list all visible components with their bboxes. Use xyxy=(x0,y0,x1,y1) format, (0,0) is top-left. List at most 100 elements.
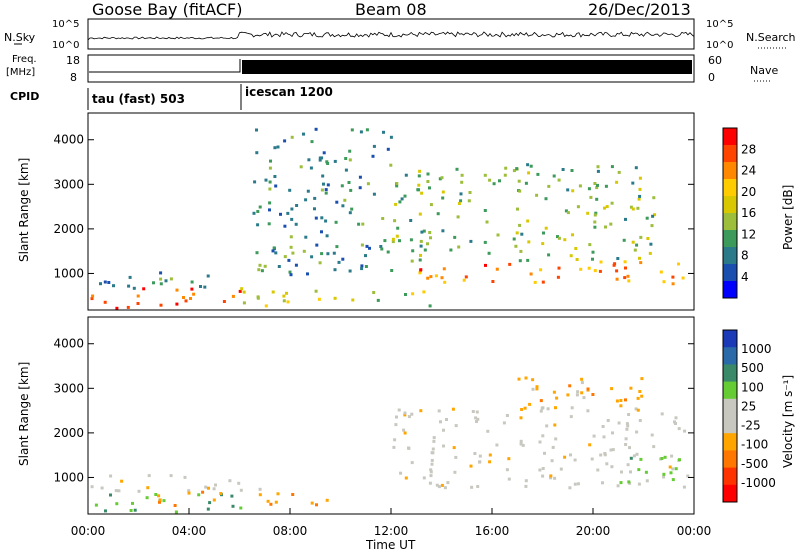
power-cell xyxy=(314,289,318,293)
velocity-cell xyxy=(495,443,499,447)
power-cell xyxy=(360,267,364,271)
power-cell xyxy=(677,262,680,266)
velocity-panel-frame xyxy=(87,316,695,515)
velocity-cell xyxy=(505,414,509,417)
power-cell xyxy=(457,245,461,249)
colorbar-tick-label: -100 xyxy=(741,438,768,452)
velocity-cell xyxy=(394,423,398,427)
power-cell xyxy=(629,205,633,209)
y-tick-label: 2000 xyxy=(53,222,84,236)
velocity-cell xyxy=(603,452,607,455)
velocity-cell xyxy=(109,474,113,478)
velocity-cell xyxy=(520,408,524,411)
velocity-cell xyxy=(619,404,623,408)
x-tick-label: 00:00 xyxy=(71,524,106,538)
power-cell xyxy=(268,208,271,212)
power-cell xyxy=(285,291,288,295)
power-cell xyxy=(527,171,531,175)
power-cell xyxy=(271,290,275,294)
velocity-cell xyxy=(403,411,407,415)
velocity-cell xyxy=(505,468,509,472)
velocity-cell xyxy=(454,424,458,428)
velocity-cell xyxy=(212,498,216,502)
colorbar-swatch xyxy=(723,347,737,365)
power-cell xyxy=(426,242,429,246)
velocity-cell xyxy=(208,501,212,505)
power-cell xyxy=(206,274,210,278)
velocity-cell xyxy=(173,504,177,507)
velocity-cell xyxy=(586,409,590,413)
power-cell xyxy=(306,272,309,276)
power-cell xyxy=(348,211,352,215)
power-cell xyxy=(348,158,352,162)
power-cell xyxy=(598,269,602,273)
velocity-cell xyxy=(230,494,234,498)
velocity-cell xyxy=(625,422,629,426)
velocity-cell xyxy=(429,470,433,474)
power-cell xyxy=(637,197,641,201)
power-cell xyxy=(309,166,313,170)
power-cell xyxy=(274,184,278,188)
power-cell xyxy=(115,306,119,310)
velocity-cell xyxy=(187,491,191,495)
power-cell xyxy=(324,191,328,195)
velocity-cell xyxy=(638,419,642,422)
velocity-cell xyxy=(402,428,406,432)
velocity-cell xyxy=(553,476,557,480)
power-cell xyxy=(289,245,293,249)
power-cell xyxy=(409,219,413,222)
power-cell xyxy=(390,269,394,272)
velocity-ylabel: Slant Range [km] xyxy=(17,362,31,466)
power-cell xyxy=(456,215,460,219)
velocity-cell xyxy=(470,485,474,489)
power-cell xyxy=(586,211,590,215)
power-cell xyxy=(417,174,421,178)
velocity-cell xyxy=(206,507,210,511)
power-cell xyxy=(434,274,438,278)
power-cell xyxy=(189,297,192,300)
power-cell xyxy=(518,223,522,227)
power-cell xyxy=(252,211,256,215)
power-cell xyxy=(428,231,432,234)
power-cell xyxy=(222,300,226,303)
power-cell xyxy=(557,266,561,270)
power-cell xyxy=(595,197,599,201)
power-panel: Slant Range [km] 1000 2000 3000 4000 xyxy=(17,112,695,311)
colorbar-swatch xyxy=(723,128,737,146)
velocity-cell xyxy=(652,445,656,449)
power-cell xyxy=(469,239,473,243)
power-cell xyxy=(313,196,317,200)
power-cell xyxy=(341,204,345,208)
velocity-cell xyxy=(197,493,201,497)
power-cell xyxy=(199,285,202,288)
x-tick-label: 08:00 xyxy=(273,524,308,538)
power-cell xyxy=(350,207,354,211)
power-cell xyxy=(264,178,268,182)
power-cell xyxy=(483,173,487,177)
velocity-cell xyxy=(519,416,523,420)
velocity-cell xyxy=(660,457,664,460)
power-cell xyxy=(650,224,654,228)
colorbar-swatch xyxy=(723,398,737,417)
power-cell xyxy=(422,229,426,233)
power-cell xyxy=(341,257,345,261)
velocity-cell xyxy=(517,377,521,381)
power-cell xyxy=(459,199,463,203)
velocity-cell xyxy=(625,427,629,431)
velocity-cell xyxy=(591,393,595,396)
velocity-cell xyxy=(523,406,527,410)
colorbar-swatch xyxy=(723,381,737,400)
velocity-cell xyxy=(239,506,243,510)
power-cell xyxy=(302,132,305,136)
power-cell xyxy=(636,206,640,210)
power-cell xyxy=(496,233,500,237)
power-cell xyxy=(360,243,364,247)
velocity-colorbar-label: Velocity [m s⁻¹] xyxy=(781,375,795,468)
power-cell xyxy=(344,157,348,160)
power-cell xyxy=(464,275,468,279)
power-cell xyxy=(268,201,272,205)
power-cell xyxy=(587,187,591,191)
nsearch-top-tick: 10^5 xyxy=(706,19,733,30)
power-cell xyxy=(264,304,268,308)
